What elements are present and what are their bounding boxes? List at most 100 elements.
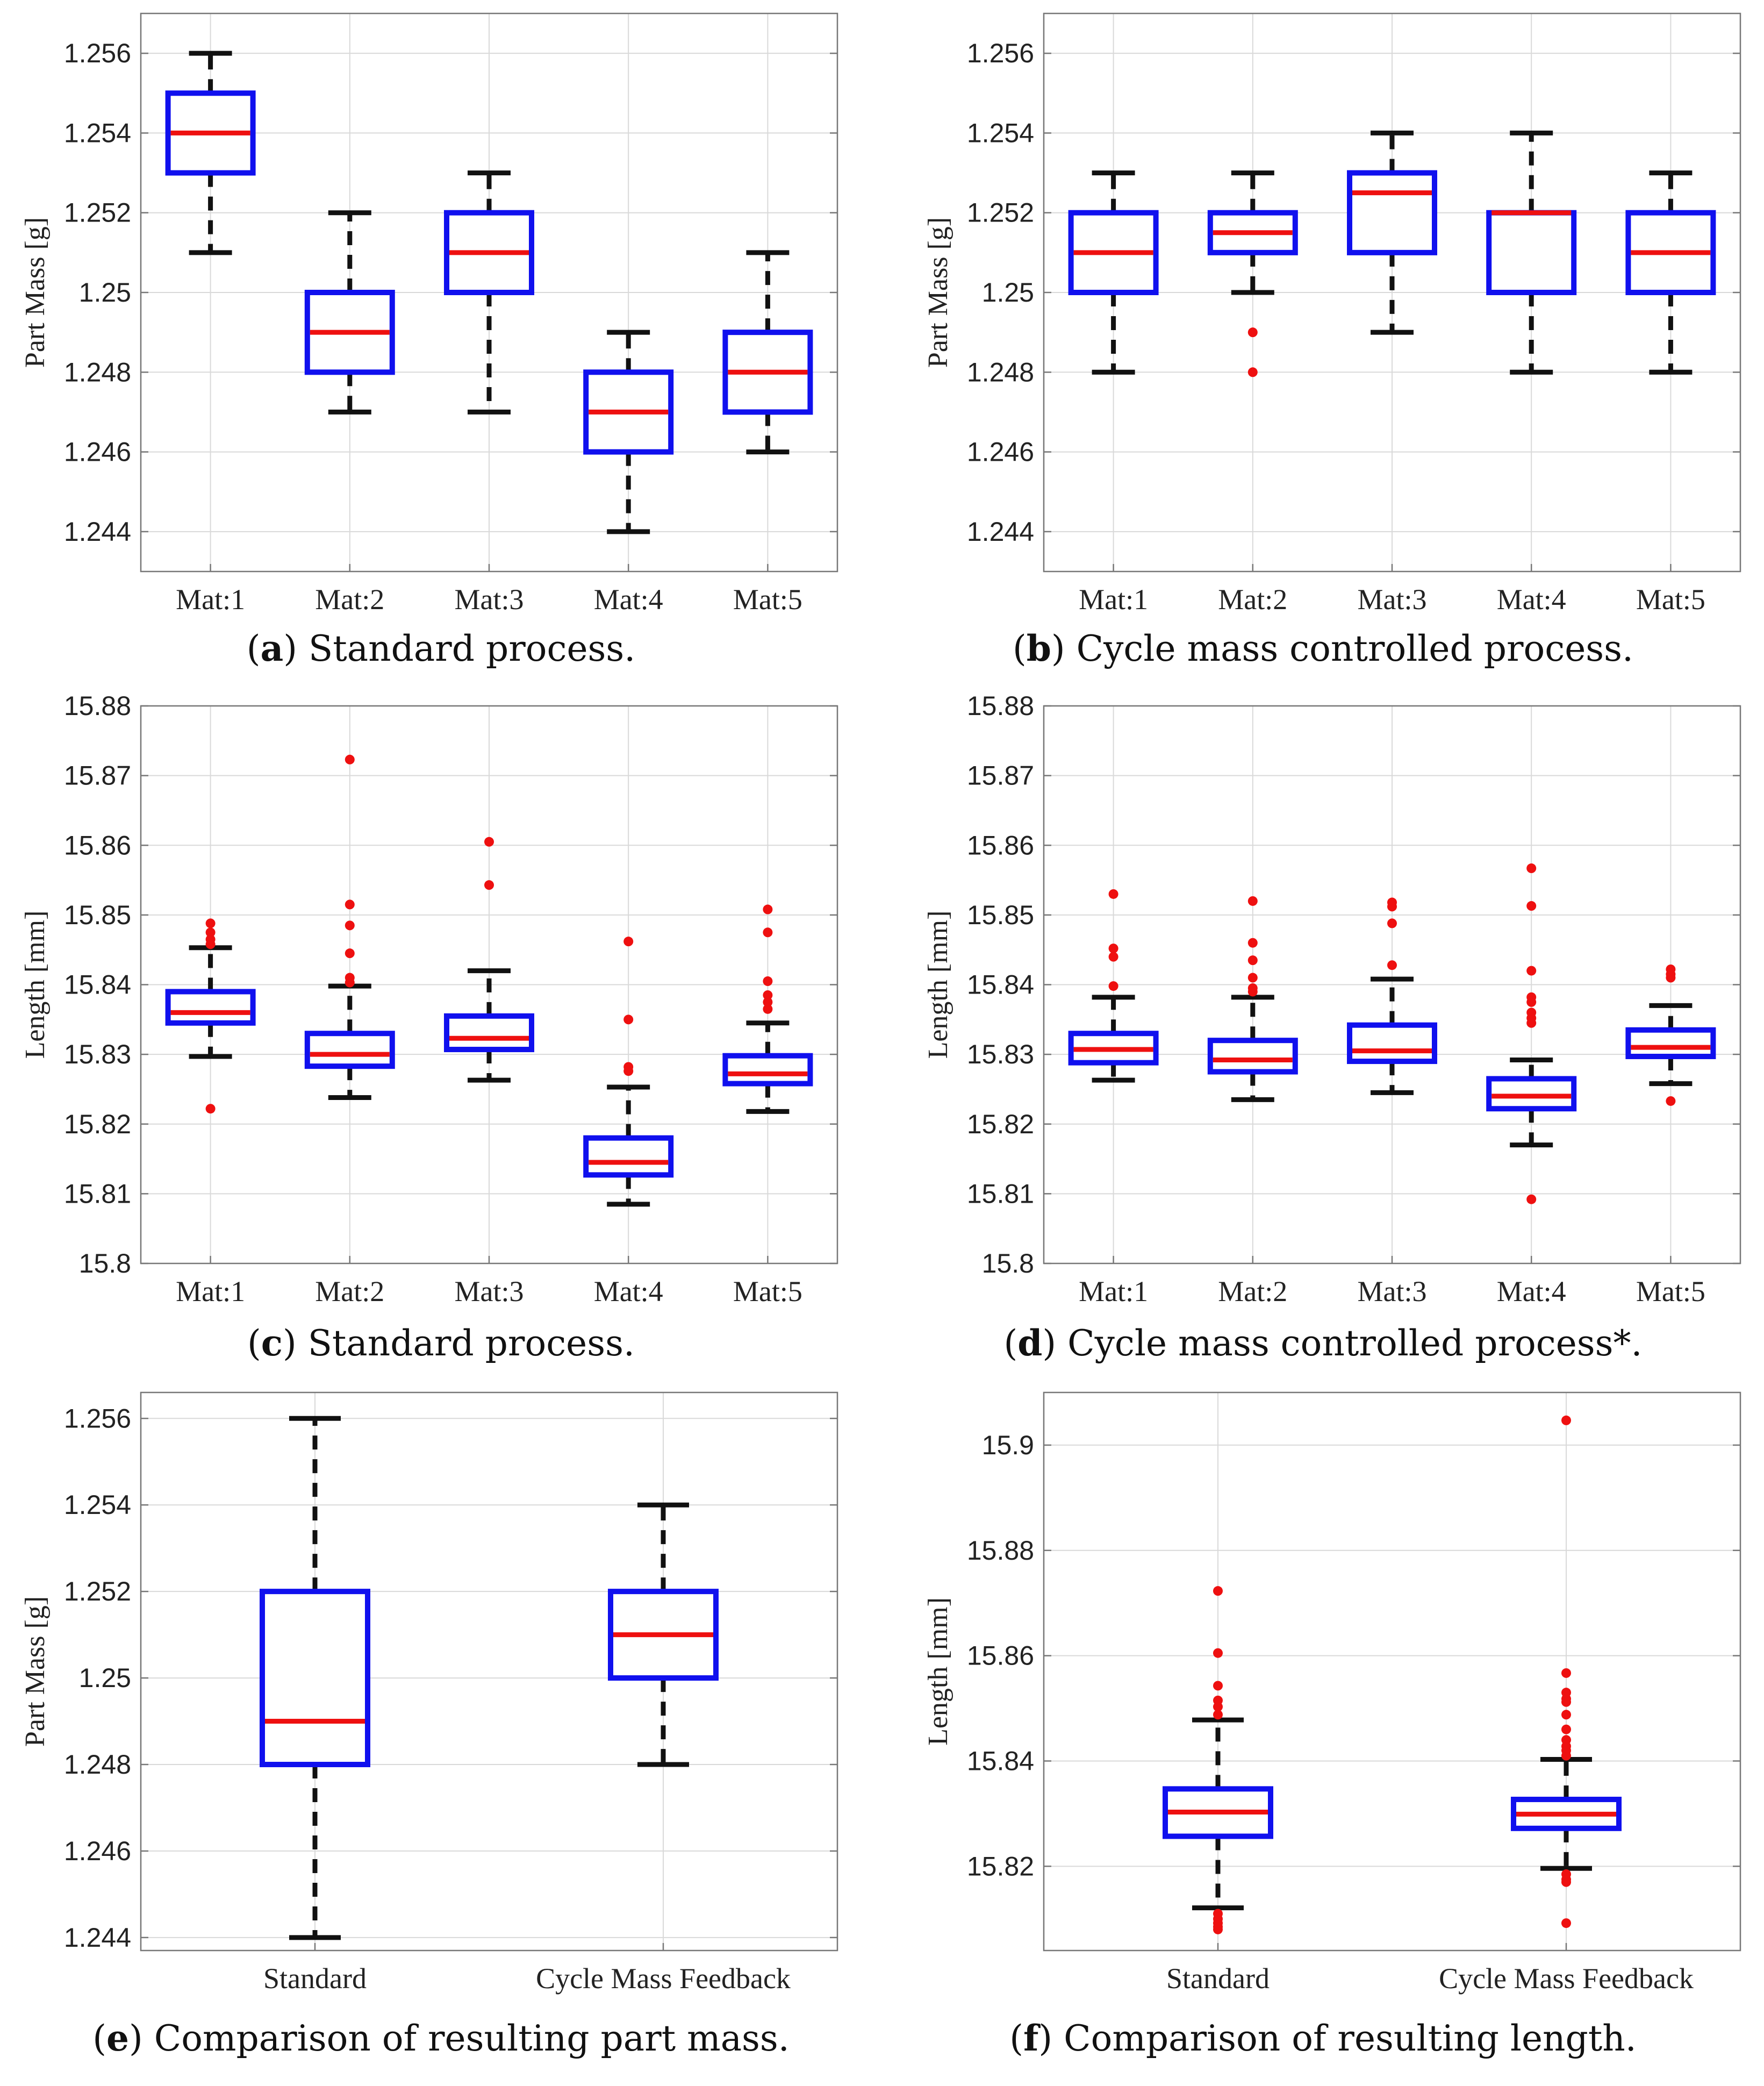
iqr-box: [165, 989, 256, 1026]
iqr-box: [1347, 1022, 1437, 1065]
caption-e: (e) Comparison of resulting part mass.: [0, 2017, 882, 2059]
y-axis-label: Part Mass [g]: [20, 1596, 51, 1747]
x-tick-label: Standard: [1166, 1962, 1270, 1995]
caption-paren-close: ): [1051, 628, 1065, 669]
x-tick-label: Mat:2: [315, 1275, 384, 1308]
outlier-point: [345, 899, 355, 910]
outlier-point: [345, 948, 355, 959]
x-tick-label: Mat:5: [1636, 583, 1705, 616]
caption-letter: d: [1017, 1322, 1043, 1364]
box-mat-2: [1207, 170, 1298, 377]
outlier-point: [763, 997, 773, 1007]
outlier-point: [763, 927, 773, 938]
box-mat-1: [165, 918, 256, 1114]
box-mat-3: [444, 837, 534, 1083]
y-tick-label: 15.81: [64, 1178, 131, 1209]
caption-a: (a) Standard process.: [0, 627, 882, 669]
caption-letter: c: [261, 1322, 283, 1364]
outlier-point: [1247, 327, 1258, 338]
chart-panel-c: 15.8 15.81 15.82 15.83 15.84 15.85 15.86 15.87 1…: [20, 691, 838, 1308]
x-tick-label: Mat:3: [1358, 583, 1427, 616]
outlier-point: [1666, 973, 1676, 983]
outlier-point: [623, 1066, 634, 1076]
y-tick-label: 15.85: [967, 900, 1034, 930]
outlier-point: [763, 976, 773, 987]
outlier-point: [1526, 863, 1537, 874]
box-mat-1: [165, 51, 256, 255]
caption-f: (f) Comparison of resulting length.: [882, 2017, 1764, 2059]
x-tick-label: Mat:4: [594, 583, 663, 616]
outlier-point: [205, 939, 216, 949]
caption-letter: e: [106, 2017, 129, 2059]
outlier-point: [623, 1015, 634, 1025]
caption-paren-open: (: [1013, 628, 1027, 669]
y-tick-label: 1.25: [982, 277, 1034, 308]
y-tick-label: 1.244: [967, 517, 1034, 547]
iqr-box: [304, 1031, 395, 1069]
y-tick-label: 15.86: [967, 830, 1034, 860]
box-mat-3: [444, 170, 534, 415]
x-tick-label: Mat:1: [1079, 583, 1148, 616]
outlier-point: [763, 904, 773, 915]
y-axis-label: Part Mass [g]: [20, 217, 51, 368]
outlier-point: [484, 837, 494, 847]
outlier-point: [1108, 952, 1118, 962]
iqr-box: [444, 1013, 534, 1053]
plot-area: [141, 1392, 837, 1951]
x-tick-label: Mat:2: [315, 583, 384, 616]
y-tick-label: 1.254: [967, 118, 1034, 148]
chart-panel-e: 1.244 1.246 1.248 1.25 1.252 1.254 1.256 Part M…: [20, 1391, 838, 1995]
x-tick-label: Mat:3: [455, 583, 524, 616]
caption-text: Comparison of resulting part mass.: [142, 2018, 790, 2059]
box-mat-2: [304, 210, 395, 415]
outlier-point: [1561, 1918, 1571, 1928]
caption-paren-close: ): [283, 628, 298, 669]
caption-text: Comparison of resulting length.: [1052, 2018, 1637, 2059]
outlier-point: [205, 918, 216, 928]
outlier-point: [345, 977, 355, 988]
outlier-point: [1247, 987, 1258, 997]
box-mat-4: [1486, 130, 1577, 375]
outlier-point: [1213, 1924, 1223, 1934]
outlier-point: [1247, 367, 1258, 377]
y-tick-label: 15.83: [967, 1039, 1034, 1069]
outlier-point: [1561, 1724, 1571, 1734]
caption-letter: a: [260, 627, 284, 669]
axes-frame: [140, 1391, 838, 1952]
x-tick-label: Mat:1: [176, 583, 245, 616]
y-tick-label: 15.8: [982, 1248, 1034, 1278]
chart-panel-b: 1.244 1.246 1.248 1.25 1.252 1.254 1.256 Part M…: [923, 12, 1741, 616]
y-tick-label: 15.82: [64, 1109, 131, 1139]
box-mat-5: [1625, 964, 1716, 1106]
plot-area: [1044, 1392, 1740, 1951]
caption-paren-close: ): [1042, 1323, 1057, 1364]
y-tick-label: 1.254: [64, 1490, 131, 1520]
y-tick-label: 15.84: [967, 970, 1034, 1000]
outlier-point: [1213, 1586, 1223, 1596]
chart-panel-f: 15.82 15.84 15.86 15.88 15.9 Length [mm] Stand…: [923, 1391, 1741, 1995]
y-tick-label: 1.25: [79, 1663, 131, 1693]
outlier-point: [1213, 1648, 1223, 1658]
x-tick-label: Mat:5: [733, 583, 802, 616]
outlier-point: [1108, 944, 1118, 954]
box-mat-4: [1486, 863, 1577, 1204]
y-tick-label: 1.25: [79, 277, 131, 308]
y-tick-label: 1.252: [967, 198, 1034, 228]
x-tick-label: Mat:3: [1358, 1275, 1427, 1308]
outlier-point: [1247, 938, 1258, 948]
outlier-point: [1247, 955, 1258, 966]
chart-panel-d: 15.8 15.81 15.82 15.83 15.84 15.85 15.86 15.87 1…: [923, 691, 1741, 1308]
iqr-box: [1625, 1027, 1716, 1060]
y-tick-label: 1.256: [64, 38, 131, 68]
outlier-point: [1561, 1710, 1571, 1720]
x-tick-label: Mat:2: [1218, 583, 1287, 616]
caption-paren-open: (: [92, 2018, 106, 2059]
x-tick-label: Mat:5: [1636, 1275, 1705, 1308]
box-mat-4: [583, 330, 674, 534]
y-tick-label: 1.244: [64, 517, 131, 547]
box-mat-5: [1625, 170, 1716, 375]
caption-paren-open: (: [1009, 2018, 1023, 2059]
outlier-point: [1526, 901, 1537, 911]
x-tick-label: Cycle Mass Feedback: [536, 1962, 791, 1995]
